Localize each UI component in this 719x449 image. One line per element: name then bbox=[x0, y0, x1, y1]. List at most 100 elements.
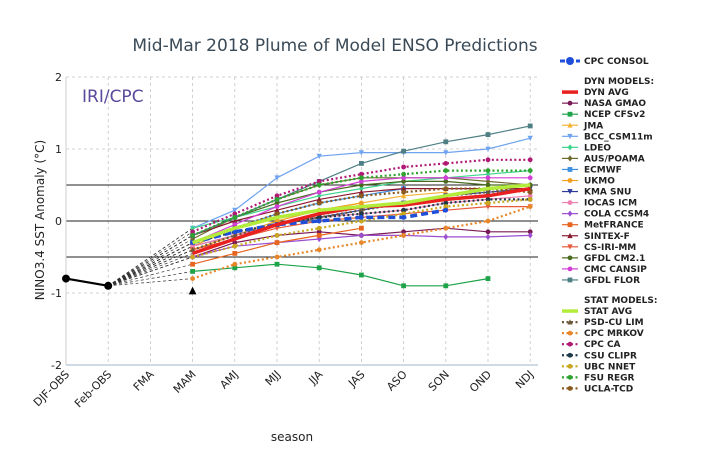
series-point-fsu-regr bbox=[443, 168, 449, 174]
legend-marker-metfrance bbox=[567, 222, 573, 228]
plot-frame bbox=[65, 77, 538, 366]
series-point-jma bbox=[443, 189, 449, 195]
x-tick-label: DJF-OBS bbox=[31, 368, 72, 409]
legend-marker-ukmo bbox=[567, 178, 573, 183]
series-point-cpc-mrkov bbox=[274, 254, 280, 260]
series-point-ucla-tcd bbox=[443, 186, 449, 192]
x-tick-label: MAM bbox=[171, 368, 199, 396]
series-point-nasa-gmao bbox=[401, 229, 406, 235]
observed-point bbox=[104, 281, 113, 290]
series-point-ucla-tcd bbox=[316, 200, 322, 206]
y-tick-labels: -2 -1 0 1 2 bbox=[51, 71, 62, 372]
series-line-stat-avg bbox=[192, 183, 531, 245]
series-point-ucla-tcd bbox=[359, 193, 364, 199]
series-point-cpc-consol bbox=[359, 215, 364, 220]
x-tick-label: MJJ bbox=[263, 368, 283, 388]
series-line-cpc-ca bbox=[192, 158, 531, 233]
legend-label-metfrance: MetFRANCE bbox=[584, 221, 644, 231]
guide-line bbox=[108, 253, 193, 287]
series-point-cpc-ca bbox=[359, 171, 364, 177]
legend-marker-ecmwf bbox=[567, 167, 573, 172]
legend-marker-csu-clipr bbox=[567, 352, 573, 358]
series-point-cpc-consol bbox=[443, 207, 449, 213]
series-point-metfrance bbox=[274, 240, 280, 245]
series-point-gfdl-cm2-1 bbox=[401, 179, 406, 184]
series-point-sintex-f bbox=[316, 196, 322, 202]
series-point-ncep-cfsv2 bbox=[401, 283, 406, 289]
legend-marker-gfdl-flor bbox=[567, 277, 573, 283]
legend-label-aus-poama: AUS/POAMA bbox=[584, 154, 645, 164]
guide-line bbox=[108, 245, 193, 287]
legend-label-psd-cu-lim: PSD-CU LIM bbox=[584, 318, 644, 328]
legend-label-cpc-consol: CPC CONSOL bbox=[584, 57, 649, 67]
series-point-aus-poama bbox=[485, 178, 491, 185]
series-point-ldeo bbox=[485, 171, 491, 178]
legend-label-jma: JMA bbox=[583, 121, 603, 131]
series-point-metfrance bbox=[190, 261, 195, 267]
series-point-ncep-cfsv2 bbox=[190, 269, 195, 274]
y-tick-label: -1 bbox=[51, 287, 62, 300]
series-point-ncep-cfsv2 bbox=[359, 272, 364, 278]
series-point-cpc-ca bbox=[232, 211, 238, 217]
series-point-ncep-cfsv2 bbox=[232, 265, 238, 271]
legend-label-sintex-f: SINTEX-F bbox=[584, 232, 630, 242]
x-tick-label: JAS bbox=[345, 368, 367, 390]
series-point-cmc-cansip bbox=[316, 189, 322, 195]
y-axis-label: NINO3.4 SST Anomaly (°C) bbox=[33, 140, 47, 300]
legend-marker-cpc-ca bbox=[567, 341, 573, 347]
series-point-sintex-f bbox=[274, 207, 280, 213]
x-tick-label: FMA bbox=[131, 368, 157, 394]
series-line-cpc-mrkov bbox=[192, 205, 531, 280]
series-point-gfdl-flor bbox=[527, 123, 533, 129]
series-point-cpc-mrkov bbox=[527, 204, 533, 210]
y-tick-label: -2 bbox=[51, 359, 62, 372]
series-point-gfdl-flor bbox=[401, 148, 406, 154]
series-point-ubc-nnet bbox=[527, 197, 533, 202]
legend-label-iocas-icm: IOCAS ICM bbox=[584, 199, 637, 209]
legend-label-csu-clipr: CSU CLIPR bbox=[584, 351, 637, 361]
series-point-ubc-nnet bbox=[401, 211, 406, 217]
watermark: IRI/CPC bbox=[82, 87, 144, 107]
series-point-cpc-mrkov bbox=[485, 218, 491, 224]
legend-marker-ubc-nnet bbox=[567, 363, 573, 369]
series-point-cpc-mrkov bbox=[316, 247, 322, 253]
series-point-ncep-cfsv2 bbox=[274, 261, 280, 267]
series-point-bcc-csm11m bbox=[316, 153, 322, 160]
series-point-bcc-csm11m bbox=[527, 135, 533, 142]
x-tick-label: NDJ bbox=[513, 368, 536, 391]
series-point-cpc-ca bbox=[527, 157, 533, 163]
series-point-ubc-nnet bbox=[485, 200, 491, 206]
legend-marker-ucla-tcd bbox=[567, 386, 573, 391]
series-point-fsu-regr bbox=[190, 233, 196, 238]
series-point-cola-ccsm4 bbox=[527, 232, 533, 239]
legend-label-gfdl-flor: GFDL FLOR bbox=[584, 276, 640, 286]
series-point-gfdl-flor bbox=[359, 161, 364, 166]
x-tick-label: SON bbox=[426, 368, 452, 394]
series-point-bcc-csm11m bbox=[485, 146, 491, 152]
series-point-ubc-nnet bbox=[274, 233, 280, 238]
legend-label-cmc-cansip: CMC CANSIP bbox=[584, 265, 647, 275]
series-line-ncep-cfsv2 bbox=[192, 263, 489, 287]
series-point-bcc-csm11m bbox=[274, 175, 280, 181]
series-point-csu-clipr bbox=[485, 197, 491, 202]
series-point-jma bbox=[400, 192, 407, 199]
guide-line bbox=[108, 242, 193, 287]
x-tick-label: ASO bbox=[384, 368, 410, 394]
series-point-fsu-regr bbox=[401, 171, 406, 177]
series-point-csu-clipr bbox=[316, 215, 322, 220]
series-point-ubc-nnet bbox=[316, 225, 322, 231]
series-point-csu-clipr bbox=[443, 200, 449, 206]
series-point-ucla-tcd bbox=[527, 189, 533, 195]
series-point-cs-iri-mm bbox=[274, 225, 280, 232]
series-point-fsu-regr bbox=[316, 182, 322, 188]
legend-label-fsu-regr: FSU REGR bbox=[584, 373, 635, 383]
series-point-cmc-cansip bbox=[232, 222, 238, 228]
legend-marker-jma bbox=[567, 122, 573, 128]
series-point-cs-iri-mm bbox=[485, 204, 491, 210]
forecast-guide-lines bbox=[108, 227, 193, 287]
x-tick-label: Feb-OBS bbox=[72, 368, 114, 410]
legend-label-cpc-ca: CPC CA bbox=[584, 340, 621, 350]
legend-label-dyn-avg: DYN AVG bbox=[584, 88, 629, 98]
guide-line bbox=[108, 249, 193, 287]
